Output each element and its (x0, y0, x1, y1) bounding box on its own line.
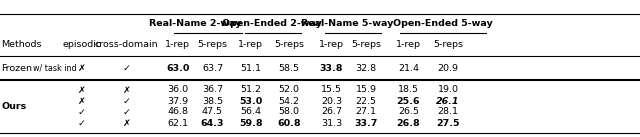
Text: 20.9: 20.9 (438, 64, 458, 72)
Text: 25.6: 25.6 (397, 96, 420, 105)
Text: 27.5: 27.5 (436, 119, 460, 128)
Text: 46.8: 46.8 (168, 108, 188, 116)
Text: 31.3: 31.3 (321, 119, 342, 128)
Text: ✗: ✗ (78, 96, 86, 105)
Text: 15.5: 15.5 (321, 85, 342, 95)
Text: 58.5: 58.5 (279, 64, 300, 72)
Text: Frozen: Frozen (1, 64, 32, 72)
Text: 37.9: 37.9 (167, 96, 189, 105)
Text: 15.9: 15.9 (356, 85, 376, 95)
Text: 26.8: 26.8 (396, 119, 420, 128)
Text: 1-rep: 1-rep (319, 41, 344, 49)
Text: ✓: ✓ (78, 119, 86, 128)
Text: 63.0: 63.0 (166, 64, 189, 72)
Text: Real-Name 5-way: Real-Name 5-way (301, 19, 393, 28)
Text: 63.7: 63.7 (202, 64, 223, 72)
Text: 47.5: 47.5 (202, 108, 223, 116)
Text: 5-reps: 5-reps (198, 41, 227, 49)
Text: 1-rep: 1-rep (238, 41, 264, 49)
Text: Open-Ended 5-way: Open-Ended 5-way (393, 19, 493, 28)
Text: 60.8: 60.8 (278, 119, 301, 128)
Text: ✗: ✗ (78, 85, 86, 95)
Text: w/ task ind: w/ task ind (33, 64, 76, 72)
Text: 64.3: 64.3 (201, 119, 224, 128)
Text: 26.5: 26.5 (398, 108, 419, 116)
Text: 62.1: 62.1 (168, 119, 188, 128)
Text: 5-reps: 5-reps (351, 41, 381, 49)
Text: 51.2: 51.2 (241, 85, 261, 95)
Text: 20.3: 20.3 (321, 96, 342, 105)
Text: episodic: episodic (62, 41, 102, 49)
Text: 1-rep: 1-rep (165, 41, 191, 49)
Text: 26.7: 26.7 (321, 108, 342, 116)
Text: 51.1: 51.1 (241, 64, 261, 72)
Text: 59.8: 59.8 (239, 119, 262, 128)
Text: ✓: ✓ (78, 108, 86, 116)
Text: 21.4: 21.4 (398, 64, 419, 72)
Text: ✓: ✓ (123, 108, 131, 116)
Text: 38.5: 38.5 (202, 96, 223, 105)
Text: 33.8: 33.8 (320, 64, 343, 72)
Text: Methods: Methods (1, 41, 42, 49)
Text: ✓: ✓ (123, 96, 131, 105)
Text: 28.1: 28.1 (438, 108, 458, 116)
Text: 56.4: 56.4 (241, 108, 261, 116)
Text: 22.5: 22.5 (356, 96, 376, 105)
Text: 58.0: 58.0 (279, 108, 300, 116)
Text: ✓: ✓ (123, 64, 131, 72)
Text: 5-reps: 5-reps (275, 41, 304, 49)
Text: 54.2: 54.2 (279, 96, 300, 105)
Text: 1-rep: 1-rep (396, 41, 421, 49)
Text: 36.0: 36.0 (167, 85, 189, 95)
Text: 26.1: 26.1 (436, 96, 460, 105)
Text: ✗: ✗ (78, 64, 86, 72)
Text: 18.5: 18.5 (398, 85, 419, 95)
Text: Real-Name 2-way: Real-Name 2-way (149, 19, 241, 28)
Text: 5-reps: 5-reps (433, 41, 463, 49)
Text: 27.1: 27.1 (356, 108, 376, 116)
Text: 53.0: 53.0 (239, 96, 262, 105)
Text: cross-domain: cross-domain (95, 41, 159, 49)
Text: 36.7: 36.7 (202, 85, 223, 95)
Text: ✗: ✗ (123, 85, 131, 95)
Text: ✗: ✗ (123, 119, 131, 128)
Text: 52.0: 52.0 (279, 85, 300, 95)
Text: 32.8: 32.8 (355, 64, 377, 72)
Text: 19.0: 19.0 (438, 85, 458, 95)
Text: Ours: Ours (1, 102, 26, 111)
Text: 33.7: 33.7 (355, 119, 378, 128)
Text: Open-Ended 2-way: Open-Ended 2-way (222, 19, 322, 28)
